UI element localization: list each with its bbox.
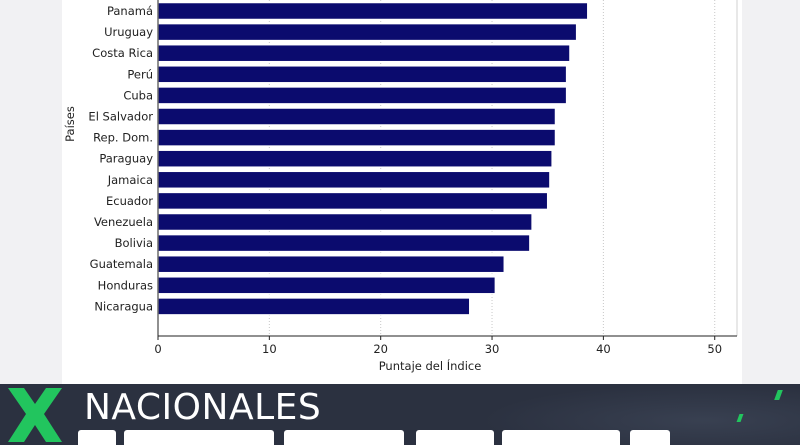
y-axis-title: Países <box>63 106 77 142</box>
category-label: Guatemala <box>90 257 153 271</box>
bar <box>157 254 506 274</box>
category-label: El Salvador <box>88 110 153 124</box>
bar <box>157 276 497 295</box>
x-tick-label: 40 <box>596 342 611 356</box>
category-label: Paraguay <box>99 152 153 166</box>
bar <box>157 297 471 316</box>
bar <box>157 128 557 147</box>
category-label: Jamaica <box>107 173 153 187</box>
bar <box>157 149 553 168</box>
bar-chart: Panamá Uruguay Costa Rica Perú Cuba El Salvad… <box>63 0 738 373</box>
headline-cropped[interactable] <box>78 430 728 445</box>
category-label: Uruguay <box>104 25 153 39</box>
x-tick-label: 10 <box>262 342 277 356</box>
x-tick-label: 50 <box>707 342 722 356</box>
bar <box>157 43 571 63</box>
bar <box>157 22 578 42</box>
category-label: Bolivia <box>115 236 153 250</box>
category-label: Nicaragua <box>94 299 153 313</box>
bar <box>157 170 551 190</box>
section-title: NACIONALES <box>84 387 322 428</box>
category-label: Panamá <box>107 4 153 18</box>
bar <box>157 65 568 84</box>
category-label: Perú <box>127 67 153 81</box>
x-logo-icon <box>8 388 62 442</box>
bar <box>157 191 549 211</box>
bar <box>157 233 531 253</box>
category-label: Costa Rica <box>92 46 153 60</box>
bar <box>157 107 557 126</box>
category-label: Rep. Dom. <box>93 131 153 145</box>
category-label: Cuba <box>123 88 153 102</box>
x-tick-label: 20 <box>373 342 388 356</box>
category-label: Honduras <box>98 278 153 292</box>
category-label: Venezuela <box>94 215 153 229</box>
bar <box>157 212 533 232</box>
bar <box>157 1 589 21</box>
x-tick-label: 30 <box>485 342 500 356</box>
chart-panel: Panamá Uruguay Costa Rica Perú Cuba El Salvad… <box>62 0 742 384</box>
bar <box>157 86 568 105</box>
category-label: Ecuador <box>106 194 153 208</box>
x-axis-title: Puntaje del Índice <box>379 358 482 373</box>
x-tick-label: 0 <box>154 342 161 356</box>
